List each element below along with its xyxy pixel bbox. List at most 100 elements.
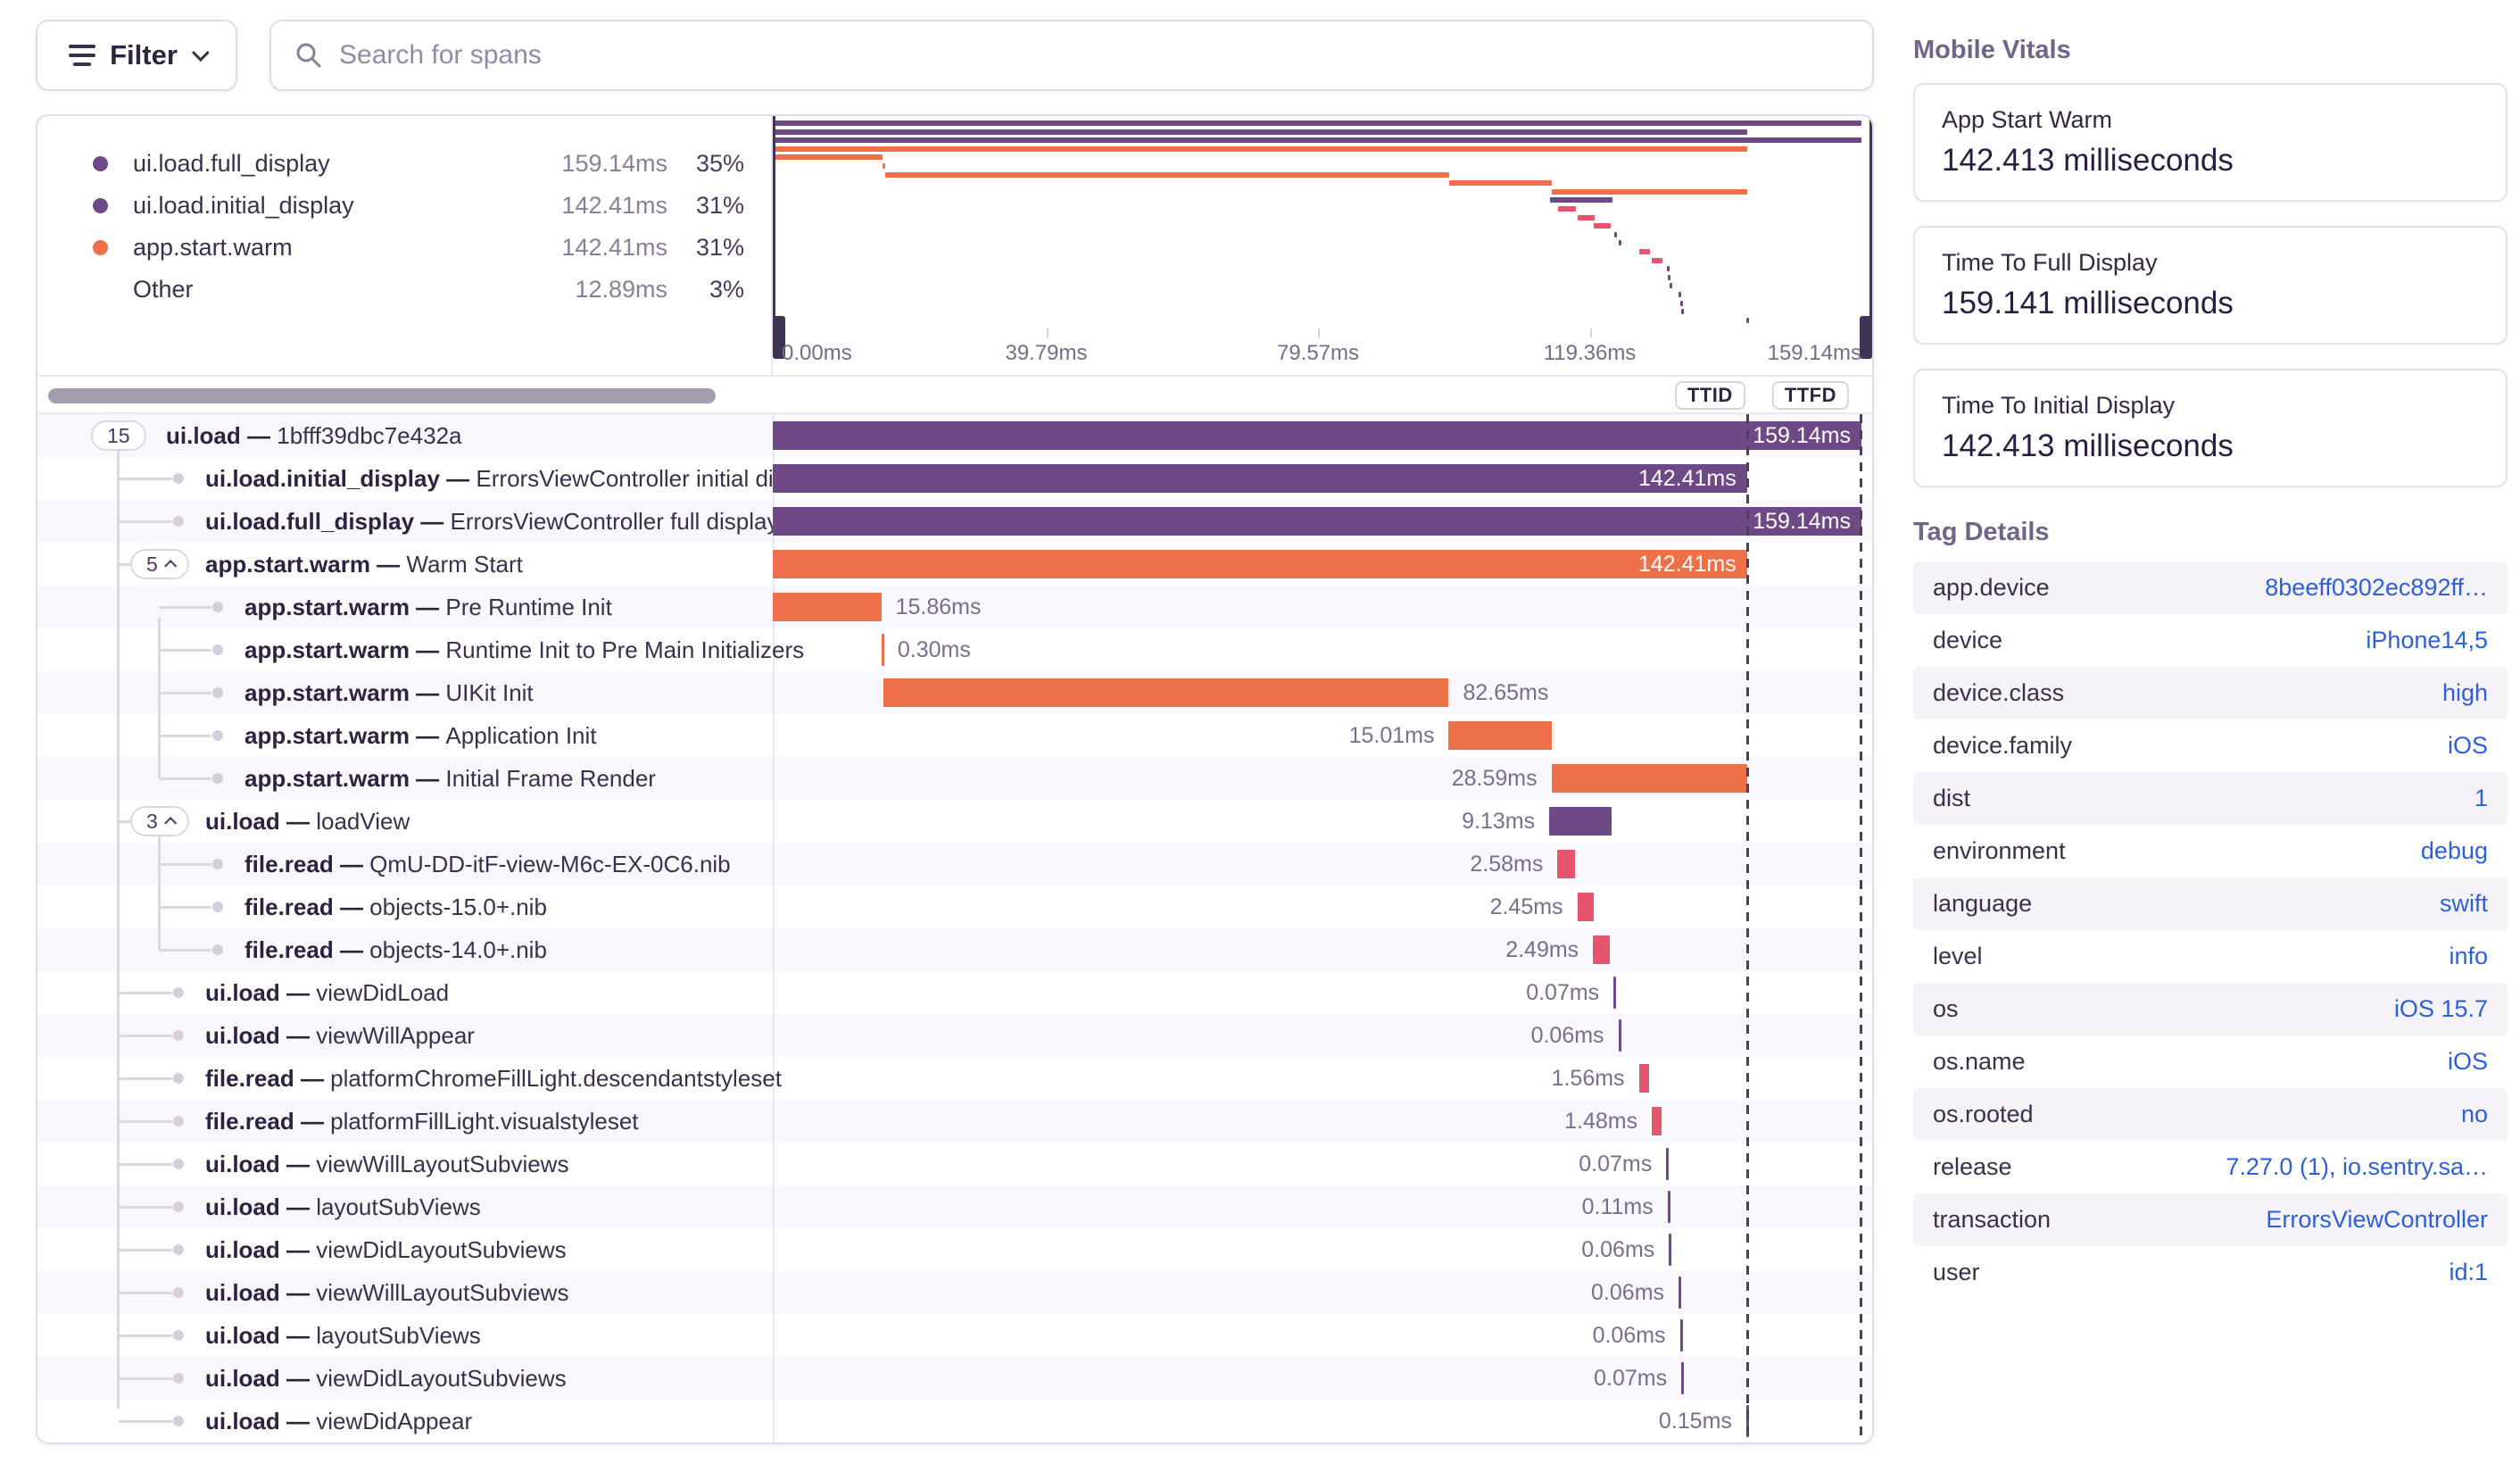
span-bar[interactable]: 159.14ms [773,421,1861,450]
span-row[interactable]: ui.load — layoutSubViews 0.11ms [37,1185,1872,1228]
legend-item-duration: 12.89ms [575,276,667,303]
span-op: ui.load [205,1151,280,1177]
span-row[interactable]: ui.load.full_display — ErrorsViewControl… [37,500,1872,543]
minimap-left-handle[interactable] [773,116,775,328]
span-row[interactable]: ui.load.initial_display — ErrorsViewCont… [37,457,1872,500]
span-description: viewDidLayoutSubviews [316,1236,567,1263]
span-bar[interactable]: 142.41ms [773,464,1747,493]
tag-value-link[interactable]: iOS 15.7 [2393,995,2488,1022]
span-row[interactable]: ui.load — loadView 3 9.13ms [37,800,1872,843]
legend-color-dot [93,198,108,213]
tag-value-link[interactable]: iOS [2447,1048,2488,1075]
span-row[interactable]: ui.load — viewDidLoad 0.07ms [37,971,1872,1014]
span-bar[interactable] [1681,1362,1685,1394]
span-bar[interactable] [881,634,884,666]
span-bar[interactable]: 142.41ms [773,550,1747,578]
tag-row: os.name iOS [1913,1035,2508,1088]
span-row[interactable]: file.read — platformChromeFillLight.desc… [37,1057,1872,1100]
span-waterfall-cell: 0.06ms [773,1314,1872,1357]
span-description: layoutSubViews [316,1322,481,1349]
span-bar[interactable] [1679,1319,1683,1351]
legend-item-duration: 142.41ms [561,234,667,261]
span-separator: — [240,422,278,449]
span-row[interactable]: app.start.warm — Runtime Init to Pre Mai… [37,628,1872,671]
span-bar[interactable] [1669,1234,1672,1266]
span-children-toggle[interactable]: 3 [130,806,189,836]
legend-item[interactable]: ui.load.full_display 159.14ms 35% [37,143,771,185]
span-row[interactable]: ui.load — 1bfff39dbc7e432a 15 159.14ms [37,414,1872,457]
minimap-right-grip[interactable] [1860,316,1872,359]
span-bar[interactable] [1448,721,1552,750]
ttfd-marker-badge[interactable]: TTFD [1771,381,1849,410]
tag-value-link[interactable]: swift [2440,890,2488,917]
span-bar[interactable] [1577,893,1595,921]
search-input[interactable] [339,40,1849,71]
span-row[interactable]: ui.load — viewWillLayoutSubviews 0.07ms [37,1143,1872,1185]
legend-item[interactable]: Other 12.89ms 3% [37,269,771,311]
span-row[interactable]: file.read — platformFillLight.visualstyl… [37,1100,1872,1143]
minimap-span-bar [1679,300,1683,306]
tag-key: transaction [1933,1206,2052,1233]
span-children-toggle[interactable]: 5 [130,549,189,579]
span-bar[interactable]: 159.14ms [773,507,1861,536]
span-row[interactable]: ui.load — layoutSubViews 0.06ms [37,1314,1872,1357]
tag-value-link[interactable]: 7.27.0 (1), io.sentry.sa… [2226,1153,2488,1180]
span-bar[interactable] [1549,807,1612,836]
span-bar[interactable] [1618,1019,1621,1052]
span-bar[interactable] [883,678,1449,707]
span-op: app.start.warm [205,551,370,578]
span-row[interactable]: file.read — objects-14.0+.nib 2.49ms [37,928,1872,971]
filter-icon [69,45,96,66]
span-row[interactable]: ui.load — viewWillAppear 0.06ms [37,1014,1872,1057]
span-bar[interactable] [1667,1191,1670,1223]
span-separator: — [279,1022,317,1049]
minimap-right-handle[interactable] [1869,116,1872,328]
span-bar[interactable] [1613,977,1617,1009]
span-bar[interactable] [1745,1405,1749,1437]
span-bar[interactable] [1666,1148,1670,1180]
tag-value-link[interactable]: info [2449,943,2488,969]
span-row[interactable]: ui.load — viewWillLayoutSubviews 0.06ms [37,1271,1872,1314]
span-row[interactable]: file.read — QmU-DD-itF-view-M6c-EX-0C6.n… [37,843,1872,886]
tag-value-link[interactable]: id:1 [2449,1259,2488,1285]
span-row[interactable]: app.start.warm — Application Init 15.01m… [37,714,1872,757]
span-row[interactable]: ui.load — viewDidLayoutSubviews 0.07ms [37,1357,1872,1400]
span-tree-cell: ui.load — layoutSubViews [37,1314,773,1357]
span-bar[interactable] [1557,850,1576,878]
minimap-left-grip[interactable] [773,316,785,359]
span-bar[interactable] [1652,1107,1662,1135]
search-bar[interactable] [269,20,1874,91]
ttid-marker-badge[interactable]: TTID [1674,381,1745,410]
filter-button[interactable]: Filter [36,20,237,91]
span-bar[interactable] [1593,935,1611,964]
tag-value-link[interactable]: no [2460,1101,2488,1127]
span-row[interactable]: ui.load — viewDidLayoutSubviews 0.06ms [37,1228,1872,1271]
span-bar[interactable] [773,593,882,621]
tag-value-link[interactable]: high [2441,679,2488,706]
span-bar[interactable] [1551,764,1747,793]
legend-item[interactable]: app.start.warm 142.41ms 31% [37,227,771,269]
span-op: app.start.warm [245,636,410,663]
span-row[interactable]: app.start.warm — Warm Start 5 142.41ms [37,543,1872,586]
span-row[interactable]: file.read — objects-15.0+.nib 2.45ms [37,886,1872,928]
span-description: viewDidAppear [316,1408,473,1434]
tag-value-link[interactable]: iPhone14,5 [2366,627,2488,653]
span-bar[interactable] [1679,1276,1681,1309]
axis-tick [1318,328,1320,337]
span-bar[interactable] [1638,1064,1650,1093]
span-children-toggle[interactable]: 15 [91,420,146,451]
span-row[interactable]: app.start.warm — UIKit Init 82.65ms [37,671,1872,714]
tag-value-link[interactable]: iOS [2447,732,2488,759]
span-row[interactable]: ui.load — viewDidAppear 0.15ms [37,1400,1872,1443]
trace-minimap[interactable]: 0.00ms 39.79ms 79.57ms 119.36ms 159.14ms [773,116,1872,375]
tag-value-link[interactable]: ErrorsViewController [2266,1206,2488,1233]
span-row[interactable]: app.start.warm — Initial Frame Render 28… [37,757,1872,800]
tag-value-link[interactable]: 1 [2474,785,2488,811]
span-description: viewDidLayoutSubviews [316,1365,567,1392]
tag-value-link[interactable]: debug [2420,837,2488,864]
span-duration-label: 15.86ms [895,594,982,619]
span-row[interactable]: app.start.warm — Pre Runtime Init 15.86m… [37,586,1872,628]
tag-value-link[interactable]: 8beeff0302ec892ff… [2265,574,2488,601]
tree-horizontal-scrollbar[interactable] [48,388,716,403]
legend-item[interactable]: ui.load.initial_display 142.41ms 31% [37,185,771,227]
